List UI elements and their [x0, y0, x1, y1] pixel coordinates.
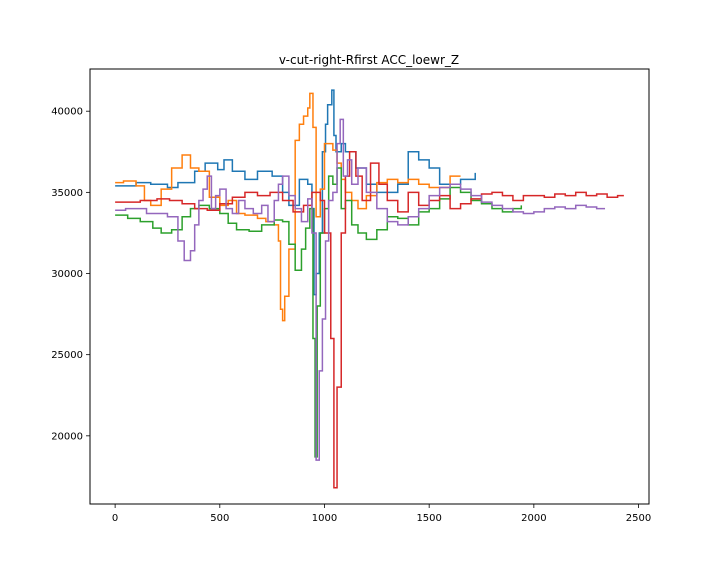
series-line-1 [115, 89, 476, 296]
chart-title: v-cut-right-Rfirst ACC_loewr_Z [279, 53, 459, 67]
y-tick-label: 30000 [51, 269, 83, 280]
x-axis: 0 500 1000 1500 2000 2500 [112, 504, 651, 524]
plot-frame [89, 68, 650, 505]
x-tick-label: 2500 [626, 513, 651, 524]
y-tick-label: 20000 [51, 431, 83, 442]
series-line-4 [115, 151, 624, 489]
series-line-3 [115, 167, 523, 458]
x-tick-label: 1500 [416, 513, 441, 524]
series-line-5 [115, 118, 606, 461]
x-tick-label: 0 [112, 513, 118, 524]
y-tick-label: 35000 [51, 188, 83, 199]
series-line-2 [115, 92, 461, 322]
x-tick-label: 500 [210, 513, 229, 524]
y-tick-label: 25000 [51, 350, 83, 361]
series-layer [115, 89, 624, 489]
y-tick-label: 40000 [51, 107, 83, 118]
x-tick-label: 1000 [312, 513, 337, 524]
x-tick-label: 2000 [521, 513, 546, 524]
y-axis: 20000 25000 30000 35000 40000 [51, 107, 90, 442]
